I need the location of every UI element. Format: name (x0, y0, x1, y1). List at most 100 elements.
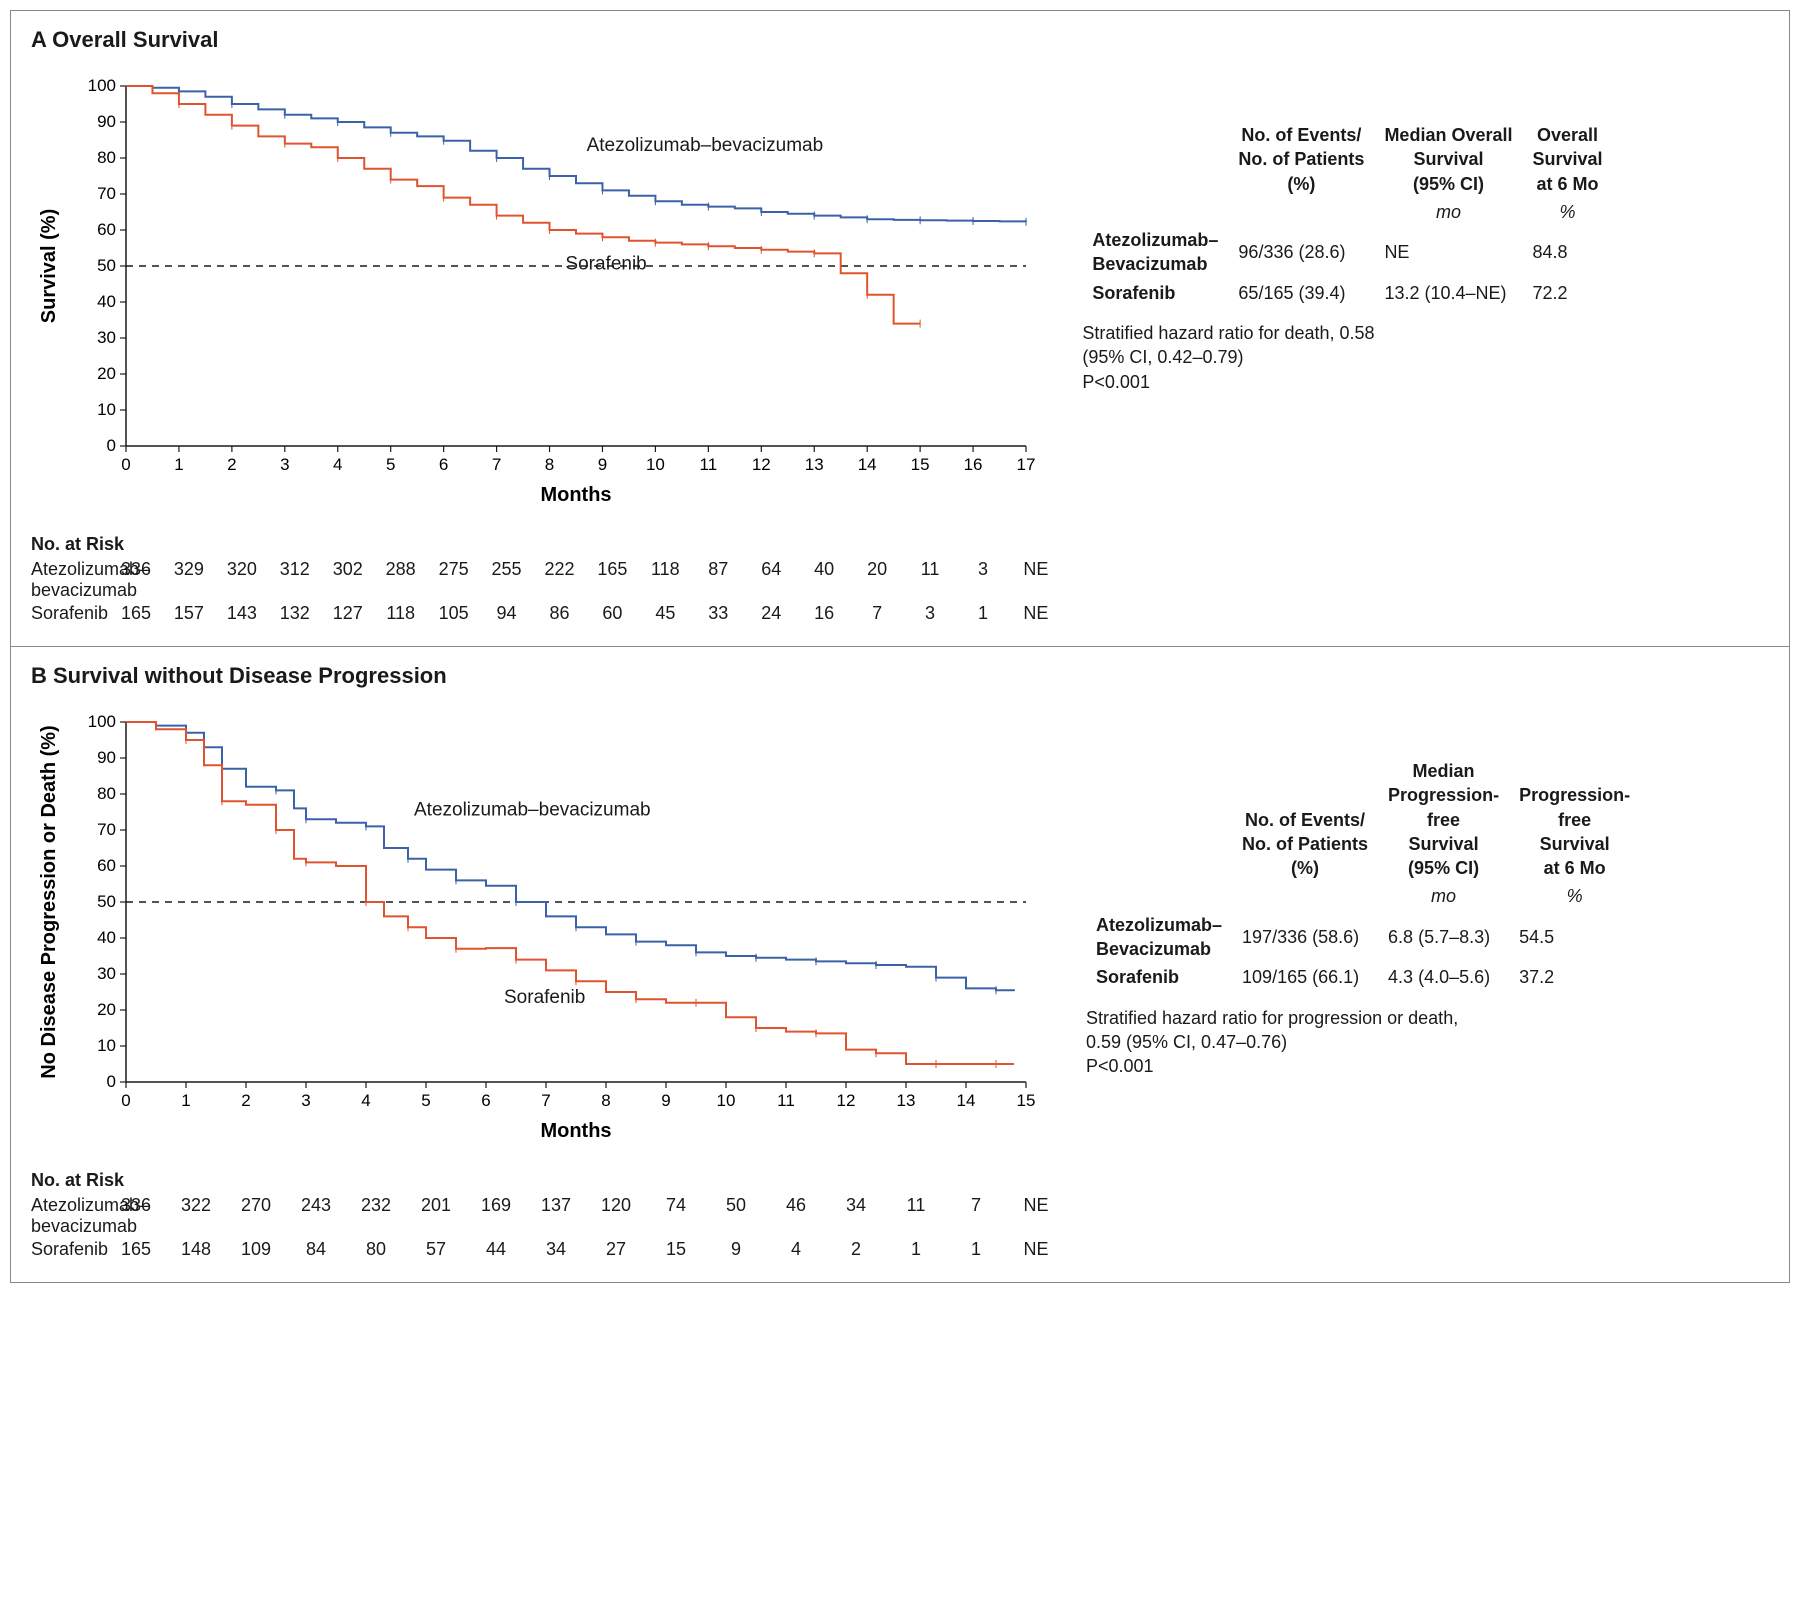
risk-cell: 15 (646, 1239, 706, 1260)
risk-cell: 57 (406, 1239, 466, 1260)
svg-text:90: 90 (97, 112, 116, 131)
svg-text:12: 12 (752, 455, 771, 474)
svg-text:80: 80 (97, 784, 116, 803)
svg-text:3: 3 (301, 1091, 310, 1110)
risk-cell: 105 (427, 603, 480, 624)
svg-text:11: 11 (777, 1091, 795, 1110)
summary-cell: 197/336 (58.6) (1232, 911, 1378, 964)
risk-cell: 143 (215, 603, 268, 624)
risk-cell: 165 (110, 603, 163, 624)
risk-cell: 109 (226, 1239, 286, 1260)
risk-cell: 1 (886, 1239, 946, 1260)
svg-text:Atezolizumab–bevacizumab: Atezolizumab–bevacizumab (587, 135, 824, 156)
svg-text:10: 10 (717, 1091, 736, 1110)
svg-text:6: 6 (481, 1091, 490, 1110)
svg-text:Sorafenib: Sorafenib (504, 987, 585, 1008)
summary-header: No. of Events/No. of Patients(%) (1232, 757, 1378, 882)
risk-row: Sorafenib1651571431321271181059486604533… (31, 603, 1062, 624)
risk-cell: 74 (646, 1195, 706, 1216)
svg-text:0: 0 (121, 1091, 130, 1110)
risk-cell: 232 (346, 1195, 406, 1216)
hazard-ratio-text: Stratified hazard ratio for death, 0.58 … (1082, 321, 1769, 394)
panel-a-summary: No. of Events/No. of Patients(%)Median O… (1082, 71, 1769, 394)
risk-cell: 336 (110, 559, 163, 580)
risk-cell: 118 (374, 603, 427, 624)
svg-text:6: 6 (439, 455, 448, 474)
svg-text:12: 12 (837, 1091, 856, 1110)
panel-a-chart: 0102030405060708090100012345678910111213… (31, 71, 1062, 626)
svg-text:15: 15 (911, 455, 930, 474)
risk-cell: 80 (346, 1239, 406, 1260)
risk-cell: 288 (374, 559, 427, 580)
risk-cell: 11 (904, 559, 957, 580)
risk-cell: 64 (745, 559, 798, 580)
risk-cell: 336 (106, 1195, 166, 1216)
svg-text:13: 13 (897, 1091, 916, 1110)
risk-cell: 7 (946, 1195, 1006, 1216)
svg-text:80: 80 (97, 148, 116, 167)
risk-cell: 7 (851, 603, 904, 624)
summary-header: No. of Events/No. of Patients(%) (1228, 121, 1374, 198)
svg-text:10: 10 (97, 1036, 116, 1055)
risk-cell: 201 (406, 1195, 466, 1216)
risk-cell: 60 (586, 603, 639, 624)
svg-text:17: 17 (1017, 455, 1036, 474)
summary-unit: mo (1374, 198, 1522, 226)
summary-cell: NE (1374, 226, 1522, 279)
risk-row: Sorafenib1651481098480574434271594211NE (31, 1239, 1066, 1260)
risk-row: Atezolizumab–bevacizumab3363293203123022… (31, 559, 1062, 601)
risk-cell: 45 (639, 603, 692, 624)
risk-cell: 20 (851, 559, 904, 580)
svg-text:0: 0 (107, 1072, 116, 1091)
summary-table: No. of Events/No. of Patients(%)MedianPr… (1086, 757, 1640, 992)
summary-row-label: Atezolizumab–Bevacizumab (1082, 226, 1228, 279)
summary-cell: 84.8 (1523, 226, 1613, 279)
risk-cell: 2 (826, 1239, 886, 1260)
svg-text:2: 2 (241, 1091, 250, 1110)
svg-text:Survival (%): Survival (%) (38, 209, 60, 323)
summary-cell: 72.2 (1523, 279, 1613, 307)
risk-cell: 33 (692, 603, 745, 624)
svg-text:10: 10 (97, 400, 116, 419)
risk-cell: 132 (268, 603, 321, 624)
risk-cell: 1 (957, 603, 1010, 624)
risk-cell: 322 (166, 1195, 226, 1216)
risk-row-label: Atezolizumab–bevacizumab (31, 1195, 106, 1237)
svg-text:11: 11 (700, 455, 718, 474)
svg-text:1: 1 (174, 455, 183, 474)
summary-unit: % (1523, 198, 1613, 226)
risk-cell: NE (1006, 1239, 1066, 1260)
risk-cell: 118 (639, 559, 692, 580)
panel-b-title: B Survival without Disease Progression (31, 663, 1769, 689)
panel-a-title: A Overall Survival (31, 27, 1769, 53)
svg-text:5: 5 (421, 1091, 430, 1110)
risk-cell: 312 (268, 559, 321, 580)
risk-cell: 9 (706, 1239, 766, 1260)
risk-cell: 120 (586, 1195, 646, 1216)
risk-cell: 87 (692, 559, 745, 580)
svg-text:70: 70 (97, 820, 116, 839)
panel-b: B Survival without Disease Progression 0… (10, 647, 1790, 1283)
summary-cell: 13.2 (10.4–NE) (1374, 279, 1522, 307)
svg-text:14: 14 (858, 455, 877, 474)
svg-text:30: 30 (97, 328, 116, 347)
svg-text:20: 20 (97, 364, 116, 383)
summary-header: Median OverallSurvival(95% CI) (1374, 121, 1522, 198)
risk-cell: 16 (798, 603, 851, 624)
risk-cell: 94 (480, 603, 533, 624)
risk-cell: 3 (904, 603, 957, 624)
svg-text:40: 40 (97, 928, 116, 947)
summary-row-label: Atezolizumab–Bevacizumab (1086, 911, 1232, 964)
risk-title: No. at Risk (31, 1170, 1066, 1191)
risk-cell: 50 (706, 1195, 766, 1216)
summary-cell: 54.5 (1509, 911, 1640, 964)
summary-header: Progression-freeSurvivalat 6 Mo (1509, 757, 1640, 882)
summary-header: OverallSurvivalat 6 Mo (1523, 121, 1613, 198)
summary-header: MedianProgression-freeSurvival(95% CI) (1378, 757, 1509, 882)
risk-cell: NE (1009, 603, 1062, 624)
risk-cell: 34 (526, 1239, 586, 1260)
panel-b-chart: 0102030405060708090100012345678910111213… (31, 707, 1066, 1262)
svg-text:3: 3 (280, 455, 289, 474)
svg-text:60: 60 (97, 220, 116, 239)
svg-text:8: 8 (545, 455, 554, 474)
